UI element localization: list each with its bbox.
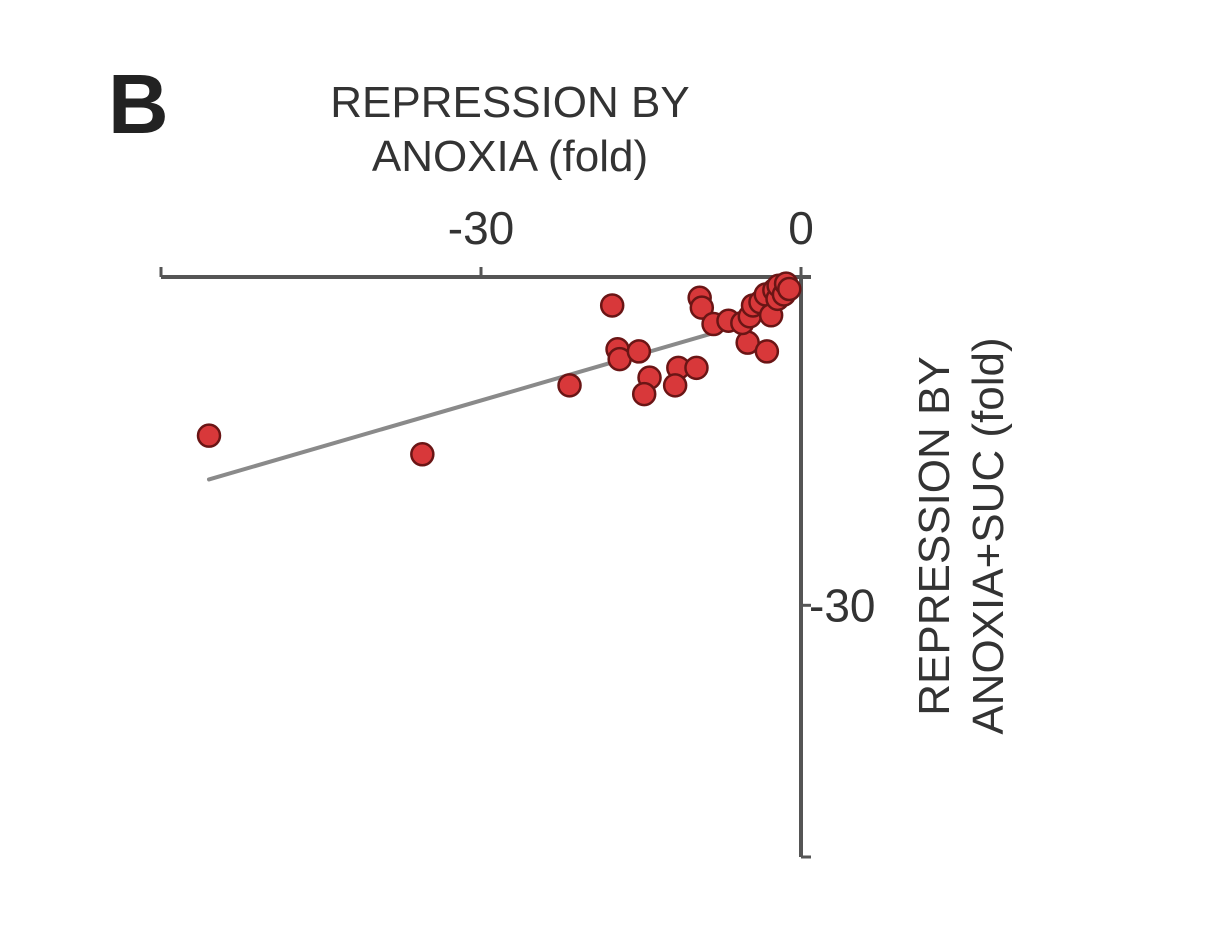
x-axis-title: REPRESSION BY ANOXIA (fold)	[240, 76, 780, 184]
data-point	[599, 293, 625, 318]
tick-labels: -30 0 -30	[448, 202, 876, 631]
data-point	[684, 355, 709, 381]
data-point	[557, 373, 582, 398]
data-point	[689, 295, 715, 320]
x-tick-label: -30	[448, 202, 514, 254]
data-point	[196, 423, 222, 448]
data-point	[754, 339, 780, 364]
data-point	[626, 339, 652, 364]
x-tick-label: 0	[788, 202, 814, 254]
data-points	[196, 271, 802, 467]
axes	[159, 267, 811, 859]
data-point	[662, 373, 688, 398]
data-point	[631, 381, 657, 407]
x-axis-title-line-1: REPRESSION BY	[330, 78, 690, 127]
panel-letter: B	[108, 57, 169, 151]
x-axis-title-line-2: ANOXIA (fold)	[371, 132, 649, 181]
data-point	[410, 442, 435, 467]
y-tick-label: -30	[809, 579, 875, 631]
data-point	[777, 276, 802, 302]
